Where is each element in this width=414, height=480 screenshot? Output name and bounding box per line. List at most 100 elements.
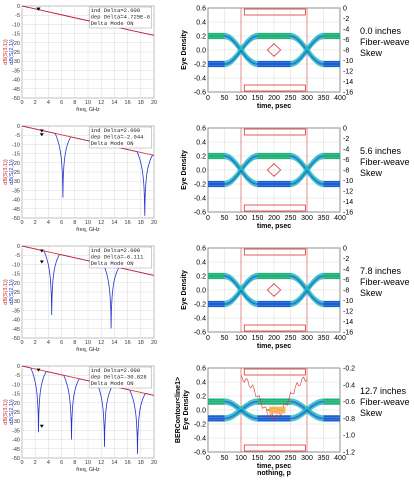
eye-trace-rise: [290, 37, 324, 68]
x-tick-label: 50: [221, 215, 229, 222]
y-axis-label-blue: dB(S(2,1)): [9, 159, 15, 185]
y-tick-label: -25: [12, 410, 20, 416]
ber-top-box: [243, 368, 306, 376]
y-tick-label: 0.6: [196, 126, 206, 133]
y-tick-label: 0.4: [196, 260, 206, 267]
x-tick-label: 100: [235, 455, 247, 462]
series-line-red: [21, 125, 155, 156]
x-axis-label: time, psec: [257, 103, 291, 110]
y-tick-label: -5: [15, 133, 20, 139]
y-axis-label-blue: dB(S(2,1)): [9, 399, 15, 425]
eye-trace-rise: [224, 37, 258, 68]
y-tick-label: 0: [17, 364, 20, 370]
y-tick-label: -30: [12, 419, 20, 425]
y-tick-label: -0.6: [194, 450, 206, 457]
y2-tick-label: -4: [343, 27, 349, 34]
ber-bottom-box: [243, 444, 306, 452]
case-type: Fiber-weave: [360, 277, 410, 287]
y-tick-label: -0.6: [194, 330, 206, 337]
x-tick-label: 50: [221, 335, 229, 342]
case-skew: Skew: [360, 288, 383, 298]
x-tick-label: 400: [334, 335, 346, 342]
y-tick-label: -40: [12, 318, 20, 324]
y2-tick-label: -0.8: [343, 416, 355, 423]
eye-trace-rise: [290, 154, 324, 186]
ber-contour-diamond: [266, 163, 282, 177]
x-tick-label: 50: [221, 455, 229, 462]
eye-traces: [208, 272, 340, 308]
annotation-line: ind Delta=2.000: [91, 7, 141, 14]
y2-tick-label: -12: [343, 69, 353, 76]
y-tick-label: -45: [12, 447, 20, 453]
y-tick-label: -0.6: [194, 210, 206, 217]
ber-bottom-box: [243, 324, 306, 332]
y-tick-label: 0.4: [196, 140, 206, 147]
y-tick-label: -0.4: [194, 196, 206, 203]
x-tick-label: 200: [268, 215, 280, 222]
x-tick-label: 0: [20, 100, 23, 106]
annotation-line: Delta Mode ON: [91, 140, 134, 147]
eye-trace-rise: [224, 154, 258, 186]
y2-tick-label: -6: [343, 157, 349, 164]
y2-tick-label: -0.6: [343, 399, 355, 406]
y-tick-label: -50: [12, 336, 20, 342]
eye-traces: [208, 32, 340, 68]
y-tick-label: -0.6: [194, 90, 206, 97]
y-axis-labels: Eye Density: [181, 270, 188, 310]
loss-chart-2: 0 2 4 6 8 10 12 14 16 18 20 0 -5 -10 -15 -20 -25 -30 -35 -4…: [3, 124, 157, 233]
x-tick-label: 18: [138, 100, 144, 106]
ber-noise-trace: [240, 374, 308, 420]
x-tick-label: 150: [252, 335, 264, 342]
y-tick-label: -50: [12, 456, 20, 462]
y-axis-labels: BERContour<line1> Eye Density: [175, 377, 190, 443]
y-tick-label: 0.2: [196, 394, 206, 401]
y-tick-label: 0.6: [196, 366, 206, 373]
y-tick-label: 0: [17, 244, 20, 250]
eye-trace-rise: [224, 398, 258, 418]
case-skew: Skew: [360, 48, 383, 58]
x-tick-label: 8: [73, 460, 76, 466]
y-tick-label: -5: [15, 13, 20, 19]
y-tick-label: -30: [12, 299, 20, 305]
x-tick-label: 8: [73, 340, 76, 346]
x-tick-label: 16: [125, 220, 131, 226]
x-tick-label: 4: [47, 340, 50, 346]
y-tick-label: -40: [12, 78, 20, 84]
annotation-line: dep Delta=-6.111: [91, 254, 145, 261]
case-label-3: 7.8 inches Fiber-weave Skew: [360, 266, 414, 299]
y-tick-label: 0.0: [196, 288, 206, 295]
eye-chart-4: 0 50 100 150 200 250 300 350 400 0.6 0.4 0.2 0.0 -0.2…: [175, 366, 355, 478]
y-tick-label: -0.2: [194, 422, 206, 429]
x-tick-label: 250: [285, 215, 297, 222]
y2-tick-label: -1.0: [343, 433, 355, 440]
y-tick-label: -45: [12, 207, 20, 213]
case-skew: Skew: [360, 408, 383, 418]
case-label-2: 5.6 inches Fiber-weave Skew: [360, 146, 414, 179]
y-tick-label: -0.2: [194, 182, 206, 189]
case-label-4: 12.7 inches Fiber-weave Skew: [360, 386, 414, 419]
marker-1: [39, 249, 44, 253]
y-tick-label: -50: [12, 216, 20, 222]
eye-trace-rise: [224, 152, 258, 183]
x-tick-label: 6: [60, 100, 63, 106]
eye-trace-rise: [224, 157, 258, 188]
y-axis-label-1: BERContour<line1>: [175, 377, 182, 443]
x-tick-label: 0: [206, 215, 210, 222]
y-tick-label: -15: [12, 392, 20, 398]
marker-1: [39, 129, 44, 133]
y2-tick-label: -1.2: [343, 450, 355, 457]
y-axis-labels: dB(S(3,1)) dB(S(2,1)): [3, 399, 15, 425]
y-tick-label: -30: [12, 59, 20, 65]
x-axis-label: time, psec: [257, 223, 291, 230]
y-axis-label-blue: dB(S(2,1)): [9, 39, 15, 65]
x-tick-label: 12: [98, 460, 104, 466]
annotation-line: ind Delta=2.000: [91, 247, 141, 254]
x-tick-label: 400: [334, 215, 346, 222]
x-tick-label: 2: [34, 460, 37, 466]
case-label-1: 0.0 inches Fiber-weave Skew: [360, 26, 414, 59]
y2-tick-label: -4: [343, 267, 349, 274]
x-tick-label: 6: [60, 460, 63, 466]
x-tick-label: 200: [268, 95, 280, 102]
case-type: Fiber-weave: [360, 37, 410, 47]
y2-tick-label: -16: [343, 330, 353, 337]
